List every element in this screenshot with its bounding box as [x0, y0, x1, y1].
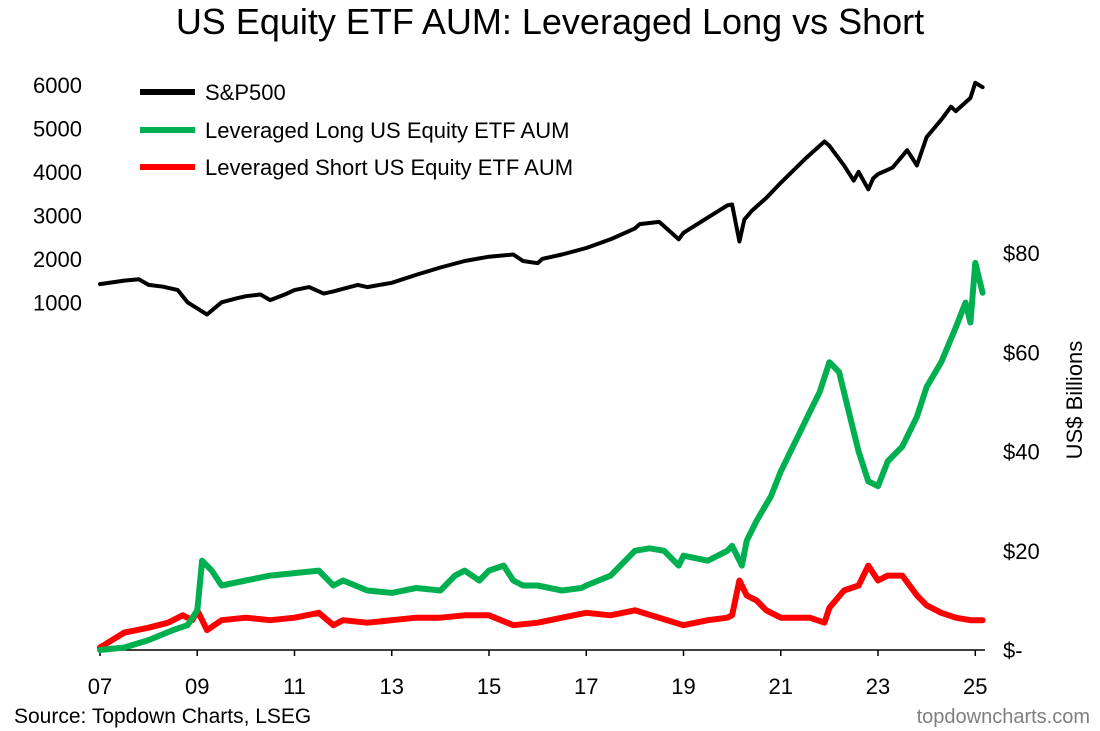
x-tick-label: 09 — [185, 674, 209, 699]
series-line-2 — [97, 562, 986, 651]
chart-title: US Equity ETF AUM: Leveraged Long vs Sho… — [176, 1, 924, 42]
x-tick-label: 21 — [769, 674, 793, 699]
x-tick-label: 11 — [283, 674, 306, 699]
right-tick-label: $40 — [1003, 440, 1040, 465]
left-tick-label: 6000 — [33, 73, 82, 98]
x-tick-label: 25 — [963, 674, 987, 699]
x-tick-label: 13 — [380, 674, 404, 699]
left-tick-label: 4000 — [33, 160, 82, 185]
legend: S&P500 Leveraged Long US Equity ETF AUM Le… — [140, 80, 573, 180]
series-line-0 — [98, 80, 985, 317]
x-tick-label: 19 — [671, 674, 695, 699]
site-credit: topdowncharts.com — [917, 706, 1090, 728]
axes: 07 09 11 13 15 17 19 21 23 25 1000 2000 3000 4000 5000… — [33, 73, 1087, 699]
series-line-1 — [97, 259, 986, 653]
left-tick-label: 2000 — [33, 247, 82, 272]
right-tick-label: $20 — [1003, 539, 1040, 564]
right-tick-label: $60 — [1003, 340, 1040, 365]
source-note: Source: Topdown Charts, LSEG — [14, 705, 311, 728]
legend-label-2: Leveraged Short US Equity ETF AUM — [205, 155, 573, 180]
x-tick-label: 17 — [574, 674, 598, 699]
left-tick-label: 3000 — [33, 203, 82, 228]
right-tick-label: $80 — [1003, 241, 1040, 266]
x-tick-label: 15 — [477, 674, 501, 699]
x-tick-label: 23 — [866, 674, 890, 699]
legend-label-1: Leveraged Long US Equity ETF AUM — [205, 118, 569, 143]
right-axis-title: US$ Billions — [1062, 341, 1087, 460]
right-tick-label: $- — [1003, 638, 1023, 663]
left-tick-label: 1000 — [33, 290, 82, 315]
x-tick-label: 07 — [88, 674, 112, 699]
legend-label-0: S&P500 — [205, 80, 286, 105]
left-tick-label: 5000 — [33, 116, 82, 141]
series-layer — [97, 80, 986, 653]
